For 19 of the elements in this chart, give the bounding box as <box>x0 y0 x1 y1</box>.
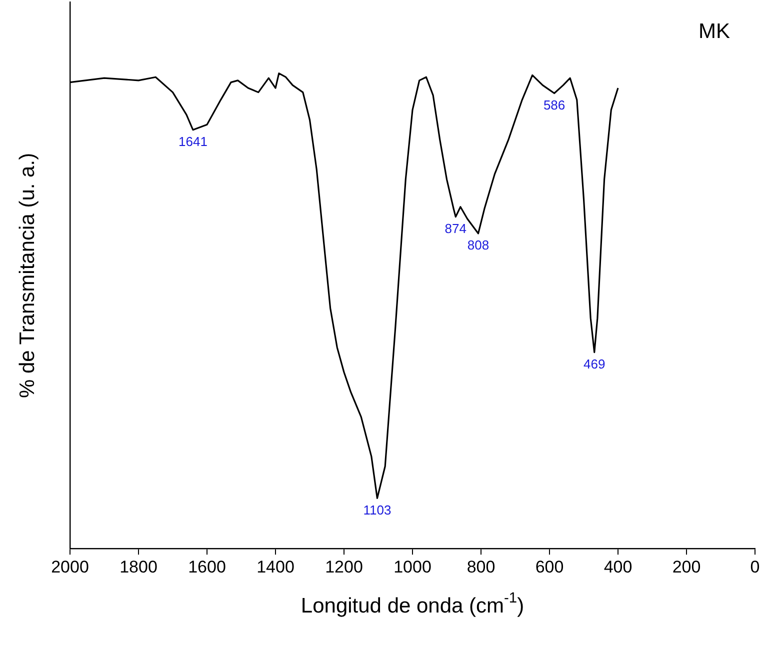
x-tick-label: 400 <box>604 557 632 576</box>
y-axis-title: % de Transmitancia (u. a.) <box>16 152 39 398</box>
x-tick-label: 0 <box>750 557 760 576</box>
x-tick-label: 1200 <box>325 557 363 576</box>
x-tick-label: 1400 <box>256 557 294 576</box>
annotation: 469 <box>584 356 606 372</box>
x-tick-label: 200 <box>672 557 701 576</box>
x-tick-label: 2000 <box>51 557 89 576</box>
annotation: 1641 <box>178 134 208 149</box>
x-tick-label: 1800 <box>120 557 158 576</box>
annotation: 1103 <box>363 502 392 518</box>
text: MK <box>698 20 730 43</box>
x-tick-label: 1600 <box>188 557 226 576</box>
x-tick-label: 800 <box>466 557 496 576</box>
x-tick-label: 1000 <box>394 557 432 576</box>
x-tick-label: 600 <box>535 557 564 576</box>
annotation: 874 <box>444 220 467 236</box>
annotation: 808 <box>467 238 490 253</box>
annotation: 586 <box>543 97 566 112</box>
